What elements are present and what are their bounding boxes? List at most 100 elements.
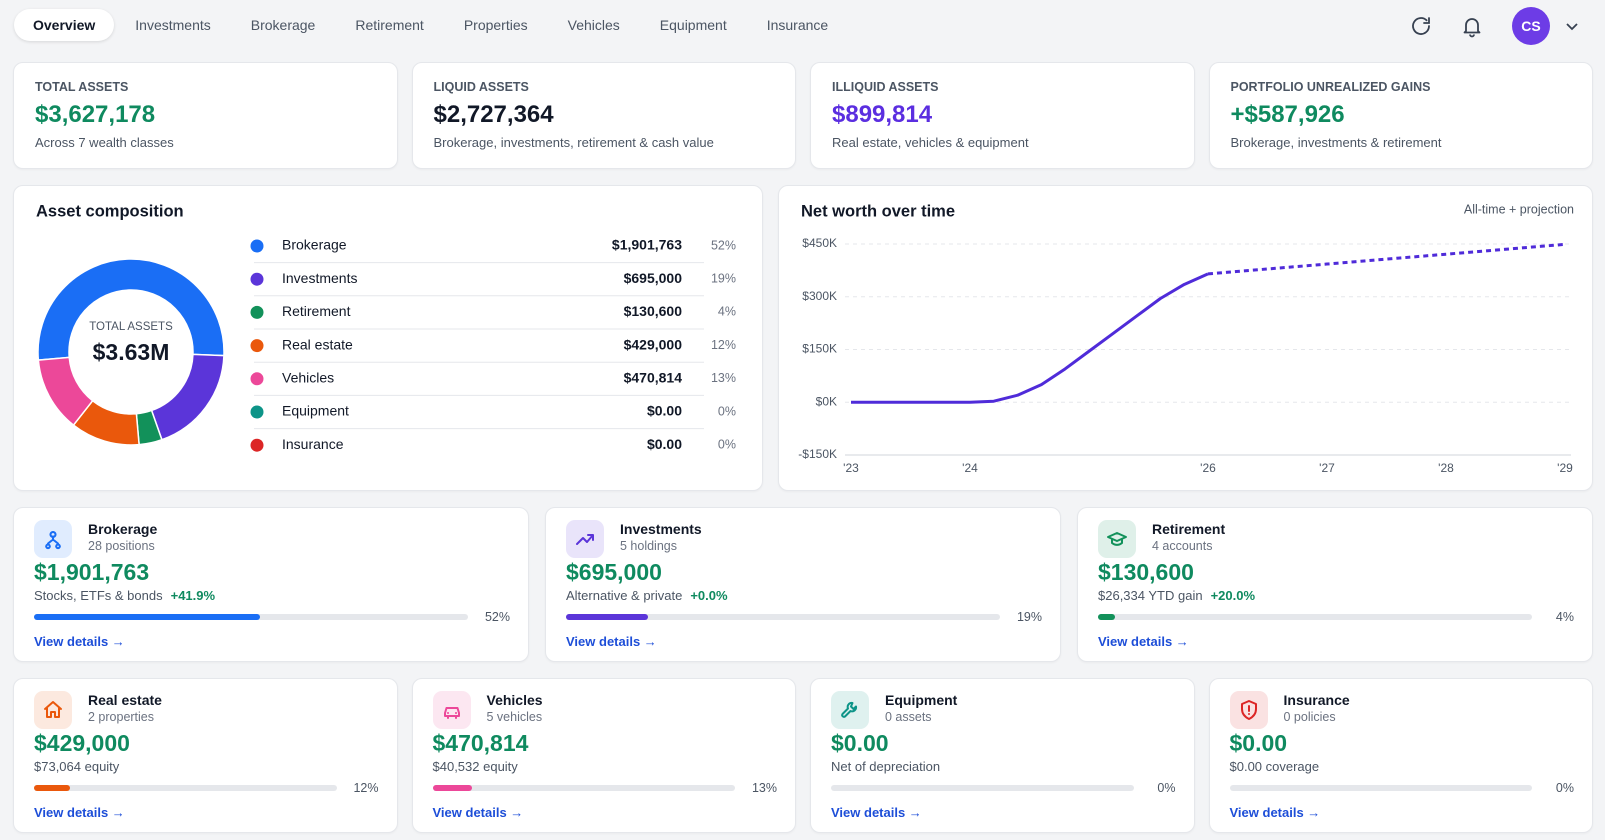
legend-dot	[250, 405, 264, 419]
legend-percent: 52%	[711, 238, 736, 252]
y-tick-label: $300K	[802, 289, 837, 303]
avatar[interactable]: CS	[1512, 7, 1550, 45]
progress-fill	[566, 614, 649, 620]
class-note: $40,532 equity	[432, 759, 518, 774]
x-tick-label: '28	[1438, 461, 1454, 475]
class-icon	[1098, 520, 1136, 558]
class-icon	[831, 691, 869, 729]
nav-tab[interactable]: Retirement	[355, 17, 424, 33]
icon-glyph	[44, 701, 62, 718]
class-amount: $0.00	[831, 730, 889, 756]
class-card: Insurance 0 policies $0.00 $0.00 coverage 0%…	[1208, 678, 1593, 833]
progress-fill	[1098, 614, 1116, 620]
class-card: Investments 5 holdings $695,000 Alternative…	[545, 507, 1061, 662]
class-subtitle: 5 vehicles	[486, 710, 543, 724]
progress-label: 19%	[1016, 610, 1042, 624]
top-nav: Overview Investments Brokerage Retirement Pr…	[0, 0, 1605, 52]
class-icon	[34, 520, 72, 558]
class-amount: $695,000	[566, 559, 662, 585]
notifications-icon[interactable]	[1460, 14, 1484, 38]
nav-tab[interactable]: Properties	[463, 17, 528, 33]
legend-percent: 4%	[718, 305, 736, 319]
tab-bar: Overview Investments Brokerage Retirement Pr…	[14, 9, 847, 41]
legend-percent: 0%	[718, 404, 736, 418]
progress-track	[566, 614, 1000, 620]
x-tick-label: '24	[962, 461, 978, 475]
class-note-line: Alternative & private +0.0%	[566, 588, 728, 603]
summary-card: PORTFOLIO UNREALIZED GAINS +$587,926 Broke…	[1208, 62, 1593, 169]
legend-percent: 19%	[711, 271, 736, 285]
legend-dot	[250, 372, 264, 386]
view-details-link[interactable]: View details →	[34, 634, 125, 649]
view-details-link[interactable]: View details →	[566, 634, 657, 649]
class-amount: $429,000	[34, 730, 130, 756]
class-amount: $0.00	[1229, 730, 1288, 756]
progress-label: 0%	[1555, 781, 1574, 795]
class-note: $73,064 equity	[34, 759, 120, 774]
view-details-link[interactable]: View details →	[1098, 634, 1189, 649]
chart-title: Asset composition	[36, 202, 184, 220]
class-title: Retirement	[1152, 521, 1226, 537]
class-icon	[432, 691, 471, 729]
view-details-link[interactable]: View details →	[34, 805, 125, 820]
progress-track	[831, 785, 1134, 791]
x-tick-label: '26	[1200, 461, 1216, 475]
class-note-line: $40,532 equity	[433, 759, 518, 774]
class-note-line: Net of depreciation	[831, 759, 940, 774]
class-amount: $470,814	[432, 730, 529, 756]
class-subtitle: 0 policies	[1283, 710, 1336, 724]
nav-tab[interactable]: Vehicles	[567, 17, 620, 33]
legend-label: Vehicles	[282, 370, 334, 386]
class-note: $0.00 coverage	[1229, 759, 1320, 774]
class-change: +20.0%	[1210, 588, 1256, 603]
icon-glyph	[1240, 700, 1257, 720]
summary-note: Across 7 wealth classes	[35, 135, 174, 150]
progress-track	[1229, 785, 1532, 791]
view-details-link[interactable]: View details →	[432, 805, 524, 820]
view-details-link[interactable]: View details →	[831, 805, 922, 820]
summary-label: TOTAL ASSETS	[35, 80, 129, 94]
class-card: Vehicles 5 vehicles $470,814 $40,532 equity…	[411, 678, 796, 833]
nav-tab[interactable]: Brokerage	[250, 17, 316, 33]
summary-value: $3,627,178	[35, 101, 156, 128]
x-tick-label: '27	[1319, 461, 1335, 475]
summary-card: TOTAL ASSETS $3,627,178 Across 7 wealth cl…	[13, 62, 398, 169]
view-details-link[interactable]: View details →	[1229, 805, 1321, 820]
summary-value: +$587,926	[1230, 101, 1345, 128]
summary-row: TOTAL ASSETS $3,627,178 Across 7 wealth cl…	[13, 62, 1593, 169]
summary-label: PORTFOLIO UNREALIZED GAINS	[1230, 80, 1431, 94]
y-tick-label: $150K	[802, 342, 837, 356]
x-tick-label: '23	[843, 461, 859, 475]
class-subtitle: 5 holdings	[620, 539, 677, 553]
nav-tab[interactable]: Equipment	[659, 17, 727, 33]
nav-tab[interactable]: Investments	[135, 17, 211, 33]
legend-dot	[250, 305, 264, 319]
class-title: Brokerage	[88, 521, 158, 537]
progress-track	[34, 614, 468, 620]
class-icon	[1229, 691, 1268, 729]
nav-tab[interactable]: Overview	[14, 9, 115, 41]
line-series	[851, 272, 1209, 404]
summary-note: Brokerage, investments & retirement	[1230, 135, 1442, 150]
class-note: Net of depreciation	[831, 759, 941, 774]
class-note-line: $26,334 YTD gain +20.0%	[1098, 588, 1255, 603]
glyph	[44, 701, 62, 718]
refresh-icon[interactable]	[1409, 14, 1433, 38]
summary-value: $2,727,364	[433, 101, 554, 128]
legend-label: Investments	[282, 270, 357, 286]
pie-segment	[37, 356, 94, 427]
summary-card: ILLIQUID ASSETS $899,814 Real estate, vehi…	[810, 62, 1195, 169]
icon-glyph	[443, 707, 460, 719]
legend-percent: 12%	[711, 338, 736, 352]
class-row: Real estate 2 properties $429,000 $73,064 e…	[13, 678, 1593, 833]
net-worth-panel: Net worth over time All-time + projection…	[778, 185, 1593, 491]
icon-glyph	[45, 531, 61, 550]
icon-glyph	[841, 701, 858, 718]
progress-fill	[34, 785, 71, 791]
nav-tab[interactable]: Insurance	[766, 17, 829, 33]
legend-amount: $429,000	[624, 336, 683, 352]
menu-chevron[interactable]	[1565, 19, 1579, 33]
legend-label: Real estate	[282, 336, 353, 352]
progress-track	[432, 785, 735, 791]
